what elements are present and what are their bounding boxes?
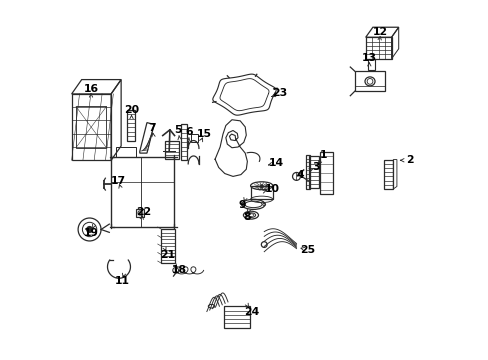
Text: 6: 6 <box>185 127 192 137</box>
Text: 17: 17 <box>110 176 125 186</box>
Bar <box>305 155 310 189</box>
Text: 23: 23 <box>271 88 286 98</box>
Bar <box>308 156 319 188</box>
Text: 5: 5 <box>174 125 182 135</box>
Circle shape <box>86 226 92 232</box>
Text: 21: 21 <box>160 249 175 260</box>
Text: 19: 19 <box>83 228 98 238</box>
Text: 2: 2 <box>405 155 412 165</box>
Text: 24: 24 <box>244 307 259 317</box>
Text: 25: 25 <box>299 245 314 255</box>
Bar <box>250 186 272 199</box>
Text: 18: 18 <box>171 265 186 275</box>
Text: 13: 13 <box>361 53 376 63</box>
Bar <box>180 125 187 160</box>
Text: 10: 10 <box>264 184 280 194</box>
Bar <box>319 152 333 194</box>
Bar <box>354 71 385 91</box>
Bar <box>136 210 144 217</box>
Text: 22: 22 <box>136 207 151 217</box>
Bar <box>365 37 391 59</box>
Text: 15: 15 <box>197 129 211 139</box>
Bar <box>161 229 175 263</box>
Text: 8: 8 <box>243 212 250 221</box>
Text: 20: 20 <box>124 105 139 115</box>
Bar <box>223 306 249 328</box>
Text: 7: 7 <box>148 123 156 133</box>
Text: 11: 11 <box>114 276 129 286</box>
Text: 12: 12 <box>372 27 387 37</box>
Bar <box>116 147 136 157</box>
Bar <box>111 157 174 227</box>
Bar <box>191 134 198 141</box>
Bar <box>76 107 106 148</box>
Bar <box>72 94 111 160</box>
Bar <box>164 140 178 159</box>
Circle shape <box>260 185 263 188</box>
Bar <box>126 110 135 140</box>
Bar <box>367 59 375 70</box>
Bar <box>384 159 392 189</box>
Circle shape <box>366 78 372 84</box>
Text: 4: 4 <box>296 170 303 180</box>
Text: 3: 3 <box>312 162 319 172</box>
Text: 14: 14 <box>269 158 284 168</box>
Text: 9: 9 <box>239 200 246 210</box>
Text: 1: 1 <box>319 150 326 160</box>
Text: 16: 16 <box>83 84 99 94</box>
